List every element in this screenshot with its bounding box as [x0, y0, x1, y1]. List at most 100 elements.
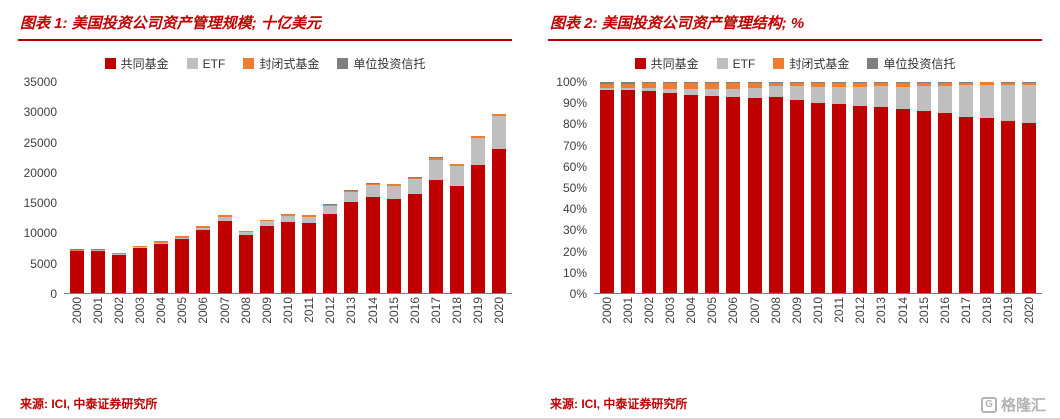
bar-slot	[955, 82, 976, 293]
bar-segment	[916, 82, 931, 84]
x-tick-label: 2006	[726, 297, 741, 324]
bar-segment	[365, 183, 380, 184]
bar-segment	[832, 82, 847, 84]
x-tick-label: 2019	[471, 297, 486, 324]
bar-segment	[726, 96, 741, 293]
bar-segment	[937, 85, 952, 114]
bar-segment	[111, 253, 126, 255]
bar-2011	[832, 82, 847, 293]
legend-label: ETF	[732, 56, 756, 71]
x-slot: 2017	[955, 297, 976, 349]
bar-slot	[786, 82, 807, 293]
x-slot: 2013	[871, 297, 892, 349]
bar-segment	[937, 113, 952, 293]
bar-segment	[217, 220, 232, 293]
bar-segment	[196, 230, 211, 293]
bar-slot	[362, 82, 383, 293]
bar-segment	[492, 116, 507, 149]
bar-segment	[386, 198, 401, 293]
bar-segment	[620, 83, 635, 88]
bar-slot	[1019, 82, 1040, 293]
bar-segment	[407, 179, 422, 195]
bars	[594, 82, 1042, 293]
x-slot: 2019	[998, 297, 1019, 349]
bar-2008	[238, 82, 253, 293]
bar-2003	[133, 82, 147, 293]
x-slot: 2004	[151, 297, 172, 349]
x-slot: 2008	[765, 297, 786, 349]
bar-segment	[407, 177, 422, 180]
bar-slot	[913, 82, 934, 293]
bar-segment	[663, 83, 677, 89]
bar-segment	[895, 109, 910, 293]
x-tick-label: 2010	[810, 297, 825, 324]
bar-slot	[977, 82, 998, 293]
stacked-bar-chart-structure: 0% 10% 20% 30% 40% 50% 60% 70% 80% 90% 100%	[548, 76, 1042, 300]
x-slot: 2001	[617, 297, 638, 349]
bar-segment	[69, 249, 84, 251]
bar-segment	[980, 82, 995, 85]
bar-segment	[747, 97, 762, 293]
bar-slot	[320, 82, 341, 293]
legend-swatch	[716, 58, 728, 69]
source-note: 来源: ICI, 中泰证券研究所	[20, 397, 158, 411]
bar-segment	[323, 206, 338, 215]
bar-slot	[277, 82, 298, 293]
plot-area	[594, 82, 1042, 294]
bar-slot	[299, 82, 320, 293]
bar-segment	[90, 249, 105, 251]
bar-segment	[133, 247, 147, 249]
bar-slot	[235, 82, 256, 293]
bar-segment	[344, 190, 359, 193]
bar-segment	[789, 82, 804, 83]
x-tick-label: 2010	[280, 297, 295, 324]
y-tick-label: 20%	[562, 244, 587, 259]
bar-segment	[302, 222, 317, 293]
bar-segment	[853, 106, 868, 293]
x-tick-label: 2000	[69, 297, 84, 324]
bar-2006	[196, 82, 211, 293]
bar-segment	[365, 183, 380, 186]
bar-segment	[281, 221, 295, 293]
y-tick-label: 10000	[23, 226, 57, 241]
bar-segment	[1001, 120, 1016, 293]
bar-segment	[471, 136, 486, 139]
x-slot: 2002	[638, 297, 659, 349]
legend-swatch	[773, 58, 785, 69]
legend-item: 封闭式基金	[773, 55, 849, 72]
x-slot: 2013	[341, 297, 362, 349]
bar-segment	[789, 99, 804, 293]
bar-segment	[641, 88, 656, 92]
x-slot: 2009	[786, 297, 807, 349]
bar-segment	[154, 242, 169, 245]
bar-segment	[789, 82, 804, 87]
y-tick-label: 100%	[556, 75, 587, 89]
bar-segment	[175, 235, 190, 238]
bar-slot	[341, 82, 362, 293]
bar-segment	[154, 241, 169, 243]
bar-slot	[214, 82, 235, 293]
bar-segment	[133, 248, 147, 293]
x-slot: 2011	[299, 297, 320, 349]
bar-segment	[641, 83, 656, 89]
bar-segment	[895, 86, 910, 110]
bar-segment	[492, 114, 507, 117]
bar-segment	[641, 91, 656, 293]
bar-2018	[980, 82, 995, 293]
bar-segment	[980, 84, 995, 119]
bar-segment	[789, 86, 804, 100]
x-tick-label: 2002	[111, 297, 126, 324]
bar-slot	[151, 82, 172, 293]
bar-segment	[428, 157, 443, 158]
bar-slot	[489, 82, 510, 293]
bar-segment	[663, 92, 677, 293]
legend-swatch	[337, 58, 349, 69]
bar-slot	[807, 82, 828, 293]
x-tick-label: 2014	[365, 297, 380, 324]
x-tick-label: 2020	[1022, 297, 1037, 324]
bar-segment	[281, 215, 295, 222]
bar-slot	[617, 82, 638, 293]
y-tick-label: 60%	[562, 159, 587, 174]
bar-segment	[407, 194, 422, 293]
bar-segment	[916, 110, 931, 293]
